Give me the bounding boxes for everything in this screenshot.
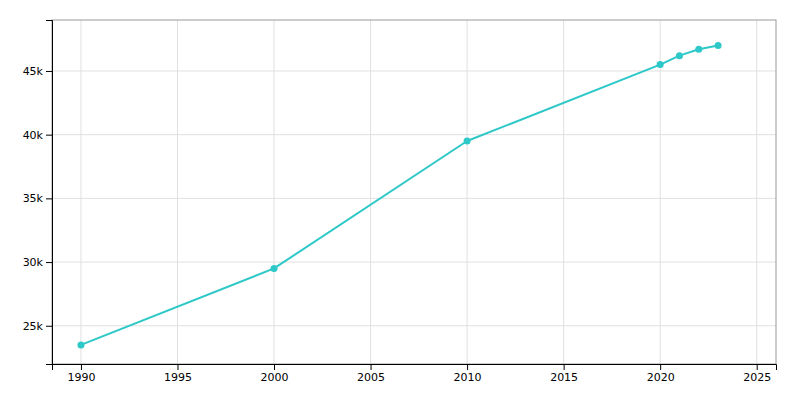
tick-label: 2000: [261, 371, 289, 384]
tick-mark: [177, 364, 178, 370]
x-axis: 1990 1995 2000 2005 2010 2015 2020 2025: [53, 364, 777, 384]
y-axis: 25k 30k 35k 40k 45k: [23, 21, 53, 365]
line: [81, 45, 718, 344]
tick-label: 2010: [454, 371, 482, 384]
point: [695, 46, 702, 53]
point: [715, 42, 722, 49]
point: [77, 341, 84, 348]
grid-line: [52, 262, 776, 263]
grid-line: [52, 70, 776, 71]
axis-line: [46, 21, 53, 365]
series: [77, 42, 721, 348]
plot: 1990 1995 2000 2005 2010 2015 2020 2025 25k 30k 35…: [23, 20, 777, 384]
tick-mark: [46, 71, 52, 72]
tick-mark: [467, 364, 468, 370]
point: [657, 61, 664, 68]
grid-line: [52, 134, 776, 135]
tick-label: 1990: [67, 371, 95, 384]
tick-mark: [46, 198, 52, 199]
y-tick: 30k: [23, 256, 52, 269]
grid-line: [52, 325, 776, 326]
x-tick: 2015: [550, 364, 578, 384]
tick-label: 2005: [357, 371, 385, 384]
tick-label: 2020: [647, 371, 675, 384]
grid-line: [756, 20, 757, 364]
x-tick: 1990: [67, 364, 95, 384]
tick-mark: [757, 364, 758, 370]
tick-mark: [564, 364, 565, 370]
grid-line: [660, 20, 661, 364]
tick-mark: [46, 135, 52, 136]
x-tick: 2025: [743, 364, 771, 384]
grid-line: [563, 20, 564, 364]
tick-label: 25k: [23, 320, 44, 333]
plot-frame: [52, 20, 776, 364]
x-tick: 2000: [261, 364, 289, 384]
tick-mark: [81, 364, 82, 370]
tick-label: 35k: [23, 192, 44, 205]
grid-line: [370, 20, 371, 364]
grid-line: [274, 20, 275, 364]
tick-mark: [371, 364, 372, 370]
x-tick: 2010: [454, 364, 482, 384]
tick-mark: [46, 326, 52, 327]
grid-line: [52, 198, 776, 199]
point: [464, 138, 471, 145]
y-tick: 40k: [23, 129, 52, 142]
grid: [52, 20, 776, 364]
tick-mark: [274, 364, 275, 370]
tick-label: 2015: [550, 371, 578, 384]
y-tick: 35k: [23, 192, 52, 205]
axis-line: [53, 365, 777, 371]
tick-label: 30k: [23, 256, 44, 269]
tick-label: 45k: [23, 65, 44, 78]
x-tick: 2020: [647, 364, 675, 384]
x-tick: 1995: [164, 364, 192, 384]
tick-label: 40k: [23, 129, 44, 142]
tick-mark: [46, 262, 52, 263]
tick-label: 2025: [743, 371, 771, 384]
y-tick: 45k: [23, 65, 52, 78]
tick-mark: [660, 364, 661, 370]
y-tick: 25k: [23, 320, 52, 333]
point: [676, 52, 683, 59]
grid-line: [80, 20, 81, 364]
grid-line: [467, 20, 468, 364]
grid-line: [177, 20, 178, 364]
tick-label: 1995: [164, 371, 192, 384]
chart: 1990 1995 2000 2005 2010 2015 2020 2025 25k 30k 35…: [0, 0, 800, 400]
x-tick: 2005: [357, 364, 385, 384]
point: [271, 265, 278, 272]
